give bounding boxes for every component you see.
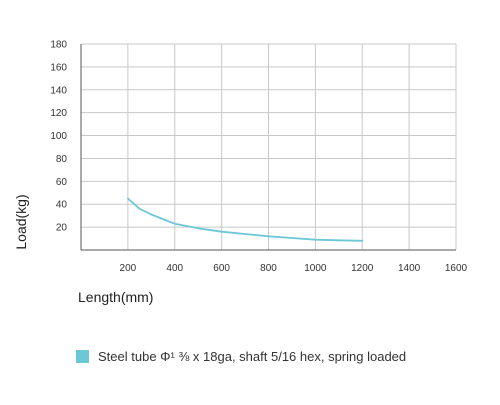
y-tick-label: 40 xyxy=(56,200,68,211)
y-tick-label: 80 xyxy=(56,154,68,165)
x-tick-label: 1000 xyxy=(304,263,327,274)
axes xyxy=(80,44,456,251)
series-line xyxy=(127,197,364,242)
x-tick-label: 1600 xyxy=(445,263,468,274)
x-tick-label: 1200 xyxy=(351,263,374,274)
x-tick-label: 600 xyxy=(213,263,230,274)
x-tick-label: 1400 xyxy=(398,263,421,274)
y-tick-label: 20 xyxy=(56,223,68,234)
y-tick-label: 140 xyxy=(50,85,67,96)
legend: Steel tube Φ¹ ⅜ x 18ga, shaft 5/16 hex, … xyxy=(76,349,406,364)
legend-swatch xyxy=(76,350,89,363)
y-tick-label: 100 xyxy=(50,131,67,142)
y-tick-label: 60 xyxy=(56,177,68,188)
x-tick-labels: 200 400 600 800 1000 1200 1400 1600 xyxy=(120,263,468,274)
legend-label: Steel tube Φ¹ ⅜ x 18ga, shaft 5/16 hex, … xyxy=(98,349,406,364)
y-tick-labels: 20 40 60 80 100 120 140 160 180 xyxy=(50,40,67,234)
y-tick-label: 120 xyxy=(50,108,67,119)
y-tick-label: 180 xyxy=(50,40,67,51)
y-tick-label: 160 xyxy=(50,62,67,73)
x-tick-label: 400 xyxy=(166,263,183,274)
gridlines xyxy=(81,43,457,250)
x-axis-title: Length(mm) xyxy=(78,289,153,305)
x-tick-label: 800 xyxy=(260,263,277,274)
y-axis-title: Load(kg) xyxy=(13,194,29,249)
series-lines xyxy=(127,197,364,242)
x-tick-label: 200 xyxy=(120,263,137,274)
